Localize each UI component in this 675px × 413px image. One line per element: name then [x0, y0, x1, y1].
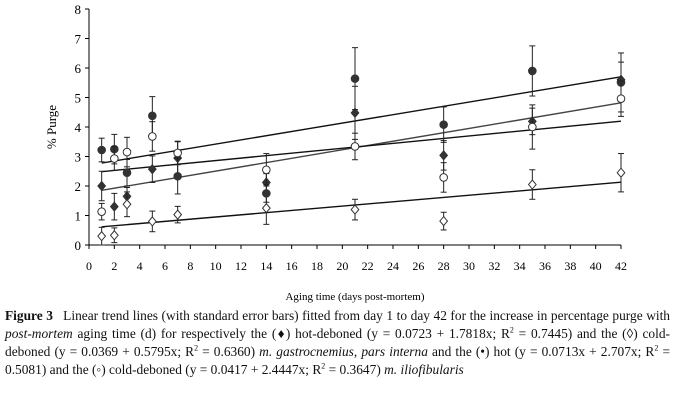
x-tick-label: 38 [564, 259, 576, 273]
x-tick-label: 30 [463, 259, 475, 273]
trend-line [101, 120, 622, 173]
data-point-filled-circle [350, 74, 360, 83]
data-point-filled-diamond [109, 201, 119, 212]
data-point-filled-circle [262, 189, 271, 198]
x-tick-label: 40 [590, 259, 602, 273]
data-point-open-circle [122, 147, 132, 157]
y-tick-label: 6 [75, 61, 82, 76]
data-point-open-diamond [97, 230, 107, 242]
y-tick-label: 7 [75, 32, 82, 47]
caption-segment: m. gastrocnemius [259, 344, 354, 359]
data-point-open-circle [173, 148, 182, 158]
x-tick-label: 26 [412, 259, 424, 273]
x-tick-label: 28 [438, 259, 450, 273]
x-tick-label: 34 [514, 259, 526, 273]
caption-segment: = 0.5081) and the (◦) cold-deboned (y = … [5, 344, 670, 377]
caption-segment: 2 [654, 343, 659, 353]
caption-segment: = 0.3647) [325, 362, 385, 377]
y-tick-label: 0 [75, 238, 82, 253]
data-point-filled-diamond [97, 180, 107, 192]
caption-segment: pars interna [361, 344, 428, 359]
x-tick-label: 8 [187, 259, 193, 273]
data-point-filled-circle [97, 145, 106, 155]
x-tick-label: 20 [336, 259, 348, 273]
x-tick-label: 6 [162, 259, 168, 273]
purge-chart: 0 2 4 6 8 10 12 14 16 18 20 22 24 26 28 30 32 34 36 38 40 420… [44, 2, 627, 303]
x-tick-label: 36 [539, 259, 551, 273]
data-point-open-diamond [173, 209, 183, 220]
caption-segment: and the (•) hot (y = 0.0713x + 2.707x; R [427, 344, 655, 359]
caption-segment: 2 [194, 343, 199, 353]
data-point-filled-circle [148, 111, 157, 121]
x-tick-label: 12 [235, 259, 247, 273]
data-point-open-diamond [122, 199, 132, 210]
figure-caption: Figure 3 Linear trend lines (with standa… [5, 307, 670, 379]
caption-segment: = 0.7445) and the (◊) cold-deboned (y = … [5, 326, 670, 359]
x-tick-label: 2 [111, 259, 117, 273]
data-point-open-diamond [109, 229, 119, 241]
data-point-filled-diamond [147, 163, 157, 175]
y-tick-label: 2 [75, 179, 82, 194]
data-point-open-diamond [439, 215, 449, 227]
y-tick-label: 1 [75, 209, 82, 224]
data-point-filled-diamond [350, 107, 360, 119]
data-point-open-diamond [261, 202, 271, 214]
data-point-open-circle [616, 94, 626, 103]
caption-segment: 2 [509, 325, 514, 335]
y-axis-title: % Purge [44, 105, 59, 149]
data-point-filled-circle [439, 120, 448, 129]
data-point-open-diamond [616, 167, 626, 178]
x-tick-label: 32 [488, 259, 500, 273]
data-point-open-diamond [147, 216, 157, 227]
y-tick-label: 3 [75, 150, 82, 165]
y-tick-label: 4 [75, 120, 82, 135]
data-point-open-circle [528, 122, 537, 132]
caption-segment: aging time (d) for respectively the (♦) … [72, 326, 510, 341]
data-point-open-diamond [350, 204, 360, 215]
x-tick-label: 10 [210, 259, 222, 273]
data-point-open-circle [262, 165, 271, 175]
caption-segment: post-mortem [5, 326, 73, 341]
trend-line [101, 76, 622, 164]
data-point-open-circle [350, 142, 360, 151]
x-tick-label: 4 [137, 259, 143, 273]
data-point-filled-diamond [439, 150, 449, 161]
data-point-open-circle [148, 132, 157, 141]
x-tick-label: 42 [615, 259, 627, 273]
data-point-filled-circle [528, 66, 537, 76]
x-tick-label: 0 [86, 259, 92, 273]
y-tick-label: 8 [75, 2, 82, 17]
x-tick-label: 16 [286, 259, 298, 273]
x-axis-title: Aging time (days post-mortem) [285, 291, 424, 303]
x-tick-label: 18 [311, 259, 323, 273]
caption-segment: 2 [321, 361, 326, 371]
data-point-open-circle [97, 207, 106, 216]
caption-segment: Figure 3 [5, 308, 53, 323]
x-tick-label: 22 [362, 259, 374, 273]
x-tick-label: 14 [260, 259, 272, 273]
caption-segment: m. iliofibularis [384, 362, 464, 377]
trend-line [101, 181, 622, 228]
data-point-filled-circle [173, 171, 182, 181]
caption-segment: Linear trend lines (with standard error … [52, 308, 670, 323]
data-point-open-diamond [527, 179, 537, 190]
y-tick-label: 5 [75, 91, 82, 106]
caption-segment: , [353, 344, 362, 359]
data-point-open-circle [439, 173, 448, 182]
data-point-filled-circle [122, 168, 132, 178]
x-tick-label: 24 [387, 259, 399, 273]
caption-segment: = 0.6360) [198, 344, 260, 359]
data-point-open-circle [110, 154, 119, 163]
